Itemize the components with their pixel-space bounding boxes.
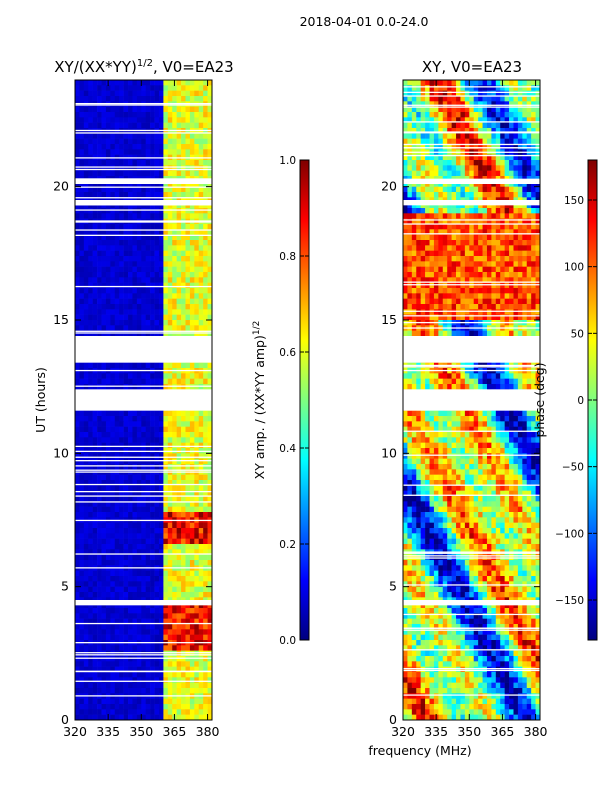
figure-suptitle: 2018-04-01 0.0-24.0: [299, 14, 429, 29]
y-tick-label: 15: [53, 312, 69, 327]
amplitude-colorbar-label-base: XY amp. / (XX*YY amp): [252, 335, 267, 479]
colorbar-tick-label: 0.4: [279, 443, 296, 455]
amplitude-colorbar-ticks: 0.0 0.2 0.4 0.6 0.8 1.0: [279, 155, 309, 647]
colorbar-tick-label: 50: [571, 328, 584, 340]
y-tick-label: 5: [389, 579, 397, 594]
amplitude-title-suffix: , V0=EA23: [153, 58, 234, 76]
phase-colorbar: −150 −100 −50 0 50 100 150 phase (deg): [532, 159, 598, 641]
x-tick-label: 365: [491, 724, 515, 739]
y-tick-label: 15: [381, 312, 397, 327]
colorbar-tick-label: 0: [577, 395, 584, 407]
amplitude-panel-title: XY/(XX*YY)1/2, V0=EA23: [54, 58, 233, 76]
amplitude-title-base: XY/(XX*YY): [54, 58, 137, 76]
phase-axes: 320 335 350 365 380 0 5 10 15 20: [381, 80, 548, 739]
amplitude-colorbar-gradient: [299, 159, 310, 641]
x-tick-label: 380: [524, 724, 548, 739]
x-tick-label: 350: [129, 724, 153, 739]
amplitude-title-exponent: 1/2: [137, 58, 153, 69]
amplitude-colorbar-label-exponent: 1/2: [252, 321, 262, 335]
colorbar-tick-label: −50: [562, 462, 584, 474]
x-tick-label: 320: [391, 724, 415, 739]
phase-panel-title: XY, V0=EA23: [422, 58, 522, 76]
amplitude-heatmap: [75, 80, 213, 721]
amplitude-y-axis-label: UT (hours): [33, 367, 48, 433]
y-tick-label: 0: [61, 712, 69, 727]
colorbar-tick-label: 0.8: [279, 251, 296, 263]
x-tick-label: 335: [424, 724, 448, 739]
y-tick-label: 0: [389, 712, 397, 727]
phase-plot-frame: [402, 79, 541, 721]
colorbar-tick-label: 0.6: [279, 347, 296, 359]
phase-colorbar-label: phase (deg): [532, 362, 547, 437]
amplitude-colorbar: 0.0 0.2 0.4 0.6 0.8 1.0 XY amp. / (XX*YY amp)…: [252, 155, 310, 647]
colorbar-tick-label: 0.2: [279, 539, 296, 551]
y-tick-label: 10: [53, 445, 69, 460]
amplitude-colorbar-label: XY amp. / (XX*YY amp)1/2: [252, 321, 267, 480]
phase-colorbar-ticks: −150 −100 −50 0 50 100 150: [555, 195, 597, 607]
colorbar-tick-label: 100: [564, 262, 584, 274]
y-tick-label: 20: [381, 179, 397, 194]
y-tick-label: 20: [53, 179, 69, 194]
colorbar-tick-label: 1.0: [279, 155, 296, 167]
y-tick-label: 10: [381, 445, 397, 460]
x-tick-label: 380: [196, 724, 220, 739]
phase-heatmap: [403, 80, 541, 721]
amplitude-axes: 320 335 350 365 380 0 5 10 15 20: [53, 80, 220, 739]
x-axis-label: frequency (MHz): [368, 743, 472, 758]
y-tick-label: 5: [61, 579, 69, 594]
amplitude-panel: XY/(XX*YY)1/2, V0=EA23 320 335 350 365 380 0 5…: [33, 58, 234, 739]
colorbar-tick-label: 150: [564, 195, 584, 207]
amplitude-plot-frame: [74, 79, 213, 721]
x-tick-label: 320: [63, 724, 87, 739]
colorbar-tick-label: −100: [555, 528, 584, 540]
colorbar-tick-label: −150: [555, 595, 584, 607]
x-tick-label: 365: [163, 724, 187, 739]
x-tick-label: 350: [457, 724, 481, 739]
phase-panel: XY, V0=EA23 320 335 350 365 380 0 5 10 15 20: [381, 58, 547, 739]
x-tick-label: 335: [96, 724, 120, 739]
colorbar-tick-label: 0.0: [279, 635, 296, 647]
